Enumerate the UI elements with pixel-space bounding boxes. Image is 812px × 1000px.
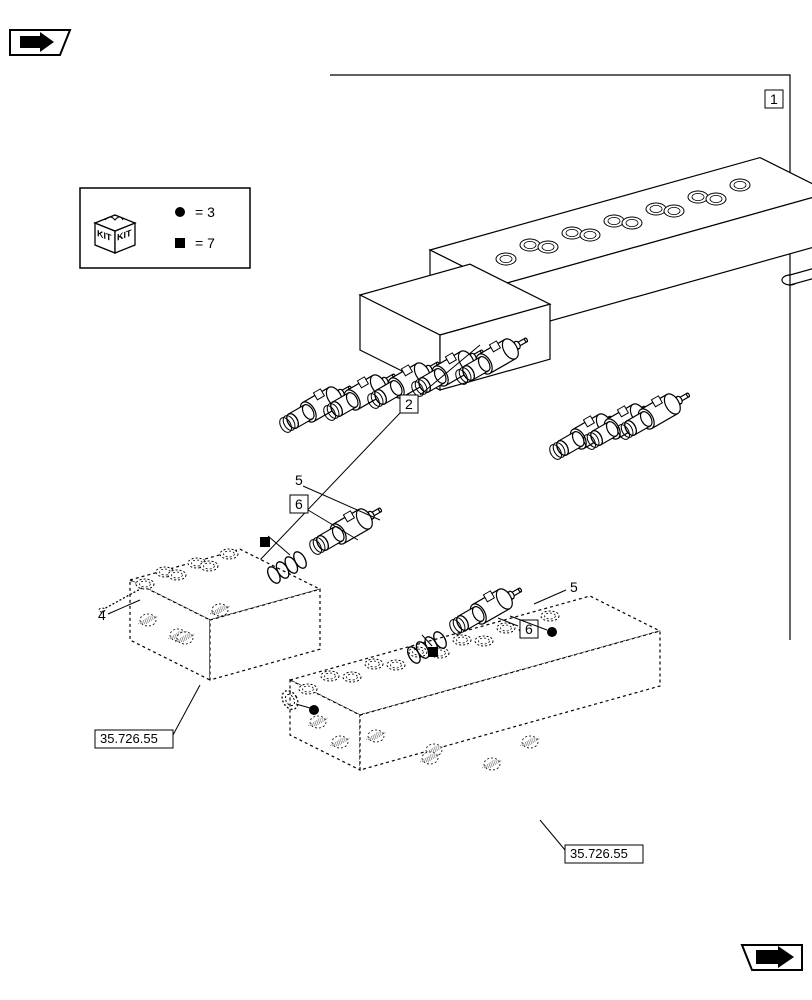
callout-1-label: 1 <box>770 91 778 107</box>
exploded-view <box>99 506 660 770</box>
callout-5b-leader <box>534 590 566 604</box>
ref-leader <box>540 820 565 850</box>
header-nav-tab[interactable] <box>10 30 70 55</box>
callout-4-label: 4 <box>98 607 106 623</box>
callout-6a-label: 6 <box>295 496 303 512</box>
marker-square-icon <box>428 647 438 657</box>
legend-square-icon <box>175 238 185 248</box>
ref-leader <box>173 685 200 735</box>
legend-square-label: = 7 <box>195 235 215 251</box>
marker-square-icon <box>260 537 270 547</box>
kit-legend-box: KITKIT = 3 = 7 <box>80 188 250 268</box>
main-manifold-assembly <box>277 158 812 462</box>
callout-5b-label: 5 <box>570 579 578 595</box>
ref-box-label: 35.726.55 <box>100 731 158 746</box>
marker-circle-icon <box>547 627 557 637</box>
callout-5a-label: 5 <box>295 472 303 488</box>
footer-nav-tab[interactable] <box>742 945 802 970</box>
legend-circle-label: = 3 <box>195 204 215 220</box>
marker-circle-icon <box>309 705 319 715</box>
kit-icon: KITKIT <box>95 215 135 253</box>
callout-2-label: 2 <box>405 396 413 412</box>
ref-box-label: 35.726.55 <box>570 846 628 861</box>
legend-circle-icon <box>175 207 185 217</box>
